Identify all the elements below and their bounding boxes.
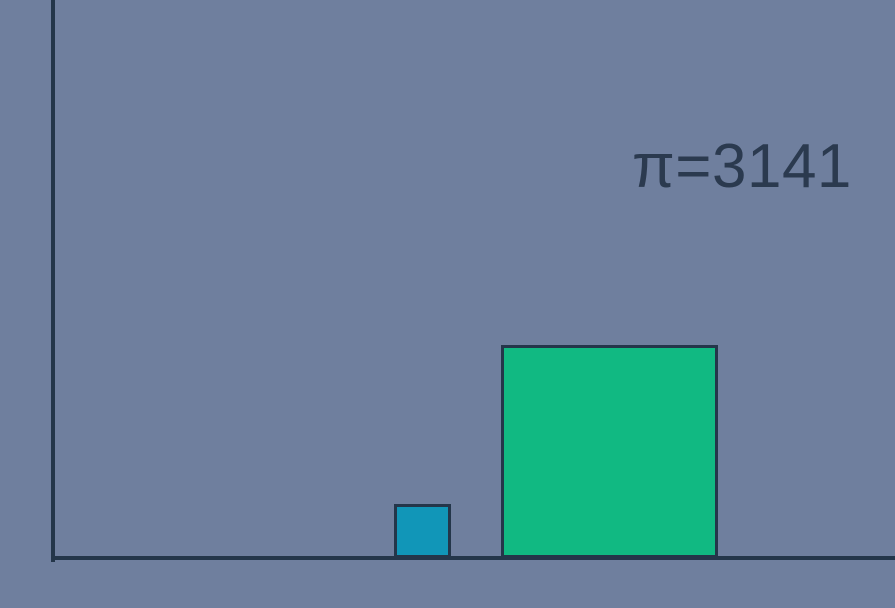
left-wall: [51, 0, 55, 562]
large-block: [501, 345, 718, 558]
pi-collision-counter: π=3141: [632, 132, 852, 201]
small-block: [394, 504, 451, 558]
floor-line: [51, 556, 895, 560]
